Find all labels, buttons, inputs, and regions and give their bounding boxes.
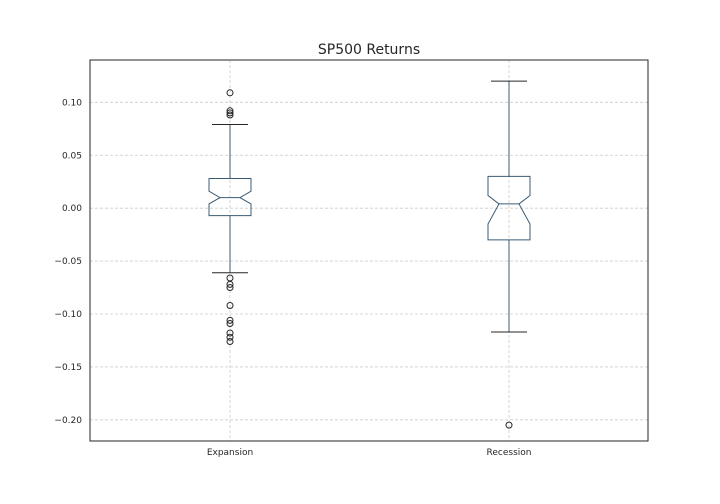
box-expansion <box>208 89 252 346</box>
boxes <box>208 80 531 429</box>
outlier-point <box>226 89 234 97</box>
y-tick-label: −0.20 <box>54 416 82 426</box>
chart-title: SP500 Returns <box>318 42 420 58</box>
y-tick-label: 0.05 <box>62 151 82 161</box>
y-tick-label: −0.15 <box>54 363 82 373</box>
plot-frame <box>89 59 649 442</box>
outlier-point <box>226 107 234 115</box>
notched-box <box>487 175 531 241</box>
outlier-point <box>226 316 234 324</box>
y-tick-label: −0.05 <box>54 257 82 267</box>
y-tick-label: 0.00 <box>62 204 82 214</box>
axis-ticks: 0.10 0.05 0.00 −0.05 −0.10 −0.15 −0.20 Expansio… <box>54 98 531 458</box>
y-tick-label: −0.10 <box>54 310 82 320</box>
outlier-point <box>226 302 234 310</box>
x-tick-label: Recession <box>487 448 532 458</box>
outlier-point <box>505 421 513 429</box>
outlier-point <box>226 280 234 288</box>
outlier-point <box>226 329 234 337</box>
outlier-point <box>226 338 234 346</box>
outlier-point <box>226 284 234 292</box>
y-tick-label: 0.10 <box>62 98 82 108</box>
outlier-point <box>226 109 234 117</box>
notched-box <box>208 178 252 217</box>
outlier-point <box>226 333 234 341</box>
outlier-point <box>226 111 234 119</box>
grid <box>90 60 648 441</box>
box-recession <box>487 80 531 429</box>
x-tick-label: Expansion <box>207 448 253 458</box>
outlier-point <box>226 320 234 328</box>
